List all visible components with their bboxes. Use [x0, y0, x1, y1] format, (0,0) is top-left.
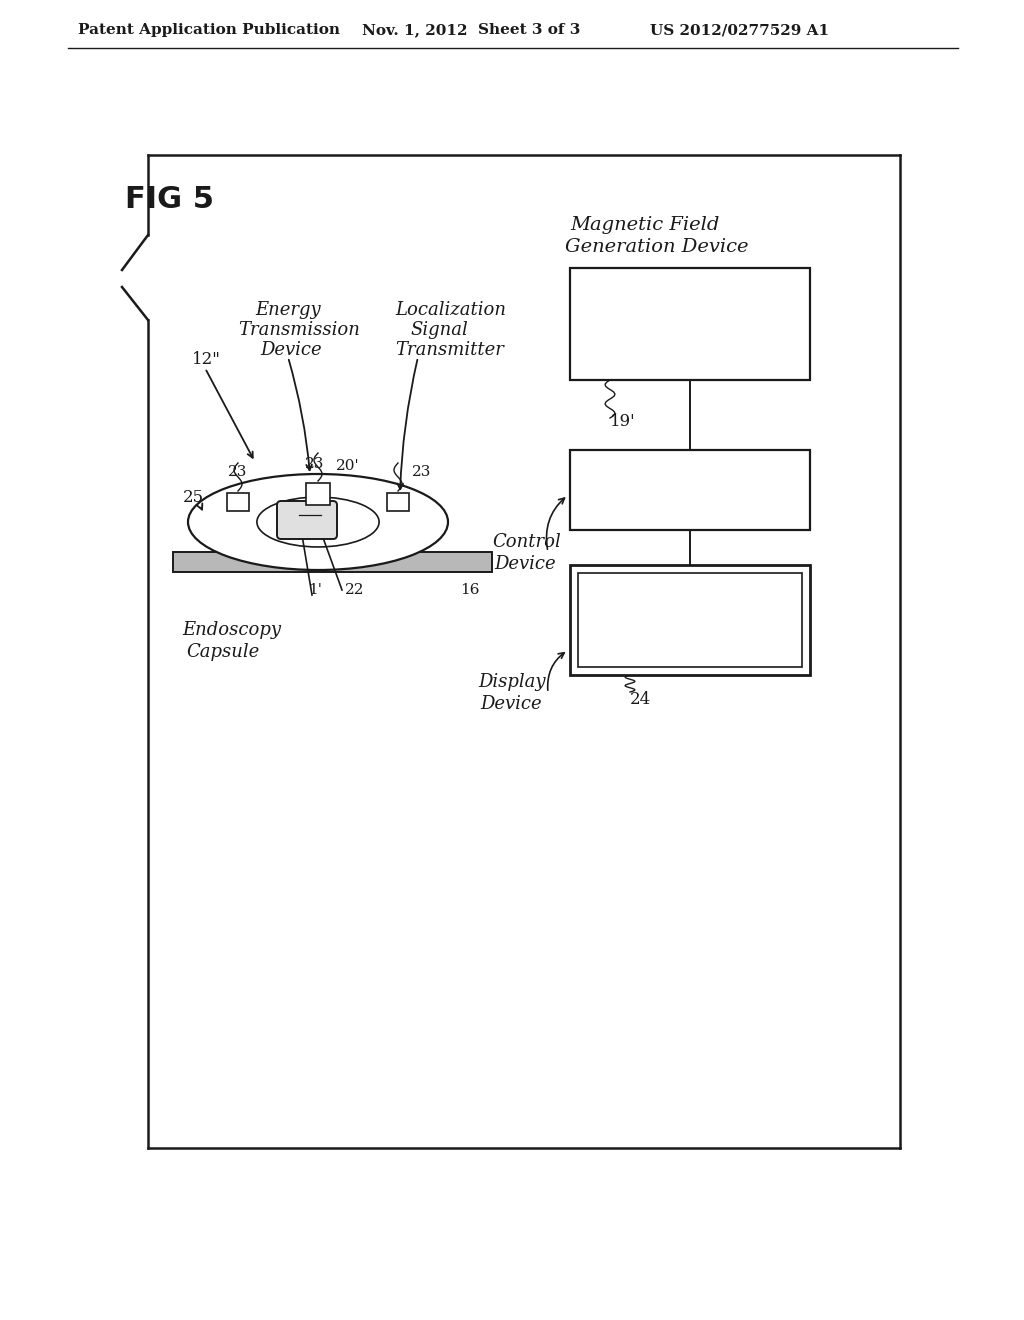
Bar	[578, 573, 802, 667]
Text: 23: 23	[412, 465, 431, 479]
Text: Device: Device	[260, 341, 322, 359]
FancyBboxPatch shape	[278, 502, 337, 539]
Text: FIG 5: FIG 5	[125, 186, 214, 214]
Text: 25: 25	[183, 490, 204, 507]
Text: Signal: Signal	[410, 321, 468, 339]
Text: 1': 1'	[308, 583, 322, 597]
Bar	[570, 268, 810, 380]
Ellipse shape	[257, 498, 379, 546]
Bar	[306, 483, 330, 506]
Text: Control: Control	[492, 533, 561, 550]
Text: Nov. 1, 2012: Nov. 1, 2012	[362, 22, 468, 37]
Text: 16: 16	[460, 583, 479, 597]
Text: 23: 23	[305, 457, 325, 471]
Bar	[570, 450, 810, 531]
Text: Energy: Energy	[255, 301, 321, 319]
Text: Transmitter: Transmitter	[395, 341, 504, 359]
Text: 19': 19'	[610, 413, 636, 430]
Bar	[173, 552, 492, 572]
Text: Transmission: Transmission	[238, 321, 359, 339]
Text: US 2012/0277529 A1: US 2012/0277529 A1	[650, 22, 829, 37]
Ellipse shape	[188, 474, 449, 570]
Text: Display: Display	[478, 673, 546, 690]
Text: 21: 21	[610, 301, 631, 318]
Text: Magnetic Field: Magnetic Field	[570, 216, 720, 234]
Bar	[570, 565, 810, 675]
Bar	[387, 492, 409, 511]
Text: 20': 20'	[336, 459, 359, 473]
Bar	[227, 492, 249, 511]
Text: Sheet 3 of 3: Sheet 3 of 3	[478, 22, 581, 37]
Text: 23: 23	[228, 465, 248, 479]
Text: Endoscopy: Endoscopy	[182, 620, 281, 639]
Text: 24: 24	[630, 692, 651, 709]
Text: Generation Device: Generation Device	[565, 238, 749, 256]
Text: 12": 12"	[193, 351, 221, 368]
Text: Device: Device	[494, 554, 556, 573]
Text: Patent Application Publication: Patent Application Publication	[78, 22, 340, 37]
Text: Capsule: Capsule	[186, 643, 259, 661]
Text: Device: Device	[480, 696, 542, 713]
Text: Localization: Localization	[395, 301, 506, 319]
Text: 22: 22	[345, 583, 365, 597]
